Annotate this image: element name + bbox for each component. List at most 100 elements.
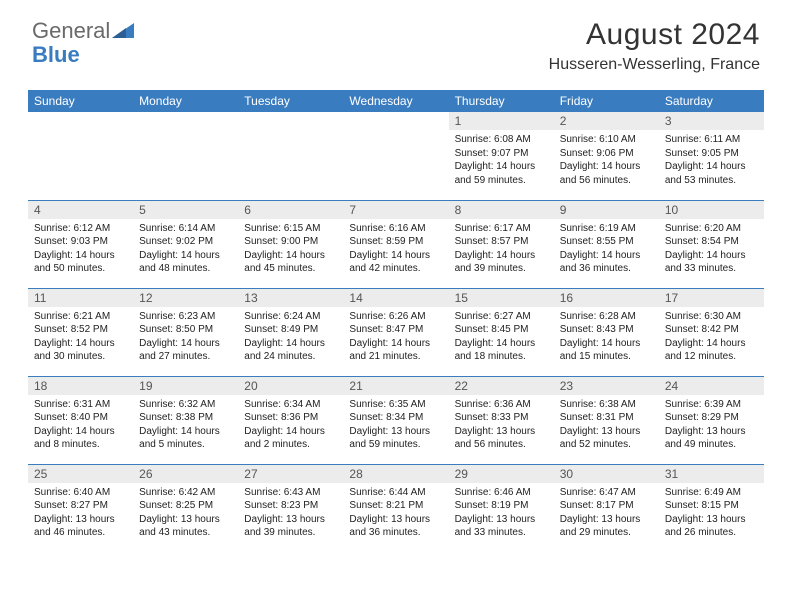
calendar-cell: 5Sunrise: 6:14 AMSunset: 9:02 PMDaylight… — [133, 200, 238, 288]
day-details: Sunrise: 6:35 AMSunset: 8:34 PMDaylight:… — [343, 395, 448, 454]
day-details: Sunrise: 6:08 AMSunset: 9:07 PMDaylight:… — [449, 130, 554, 189]
calendar-row: 4Sunrise: 6:12 AMSunset: 9:03 PMDaylight… — [28, 200, 764, 288]
day-number: 30 — [554, 465, 659, 483]
day-number: 14 — [343, 289, 448, 307]
calendar-cell: 29Sunrise: 6:46 AMSunset: 8:19 PMDayligh… — [449, 464, 554, 552]
day-details: Sunrise: 6:21 AMSunset: 8:52 PMDaylight:… — [28, 307, 133, 366]
calendar-cell: 27Sunrise: 6:43 AMSunset: 8:23 PMDayligh… — [238, 464, 343, 552]
day-number: 2 — [554, 112, 659, 130]
calendar-cell: 11Sunrise: 6:21 AMSunset: 8:52 PMDayligh… — [28, 288, 133, 376]
day-number: 1 — [449, 112, 554, 130]
day-number: 12 — [133, 289, 238, 307]
day-details: Sunrise: 6:27 AMSunset: 8:45 PMDaylight:… — [449, 307, 554, 366]
day-details: Sunrise: 6:14 AMSunset: 9:02 PMDaylight:… — [133, 219, 238, 278]
calendar-cell: 1Sunrise: 6:08 AMSunset: 9:07 PMDaylight… — [449, 112, 554, 200]
day-details: Sunrise: 6:32 AMSunset: 8:38 PMDaylight:… — [133, 395, 238, 454]
day-number: 22 — [449, 377, 554, 395]
day-details: Sunrise: 6:20 AMSunset: 8:54 PMDaylight:… — [659, 219, 764, 278]
day-number: 27 — [238, 465, 343, 483]
calendar-cell — [133, 112, 238, 200]
calendar-cell: 14Sunrise: 6:26 AMSunset: 8:47 PMDayligh… — [343, 288, 448, 376]
day-details: Sunrise: 6:39 AMSunset: 8:29 PMDaylight:… — [659, 395, 764, 454]
calendar-cell: 8Sunrise: 6:17 AMSunset: 8:57 PMDaylight… — [449, 200, 554, 288]
day-number: 19 — [133, 377, 238, 395]
day-number: 24 — [659, 377, 764, 395]
day-number: 29 — [449, 465, 554, 483]
calendar-cell: 12Sunrise: 6:23 AMSunset: 8:50 PMDayligh… — [133, 288, 238, 376]
calendar-cell: 31Sunrise: 6:49 AMSunset: 8:15 PMDayligh… — [659, 464, 764, 552]
day-details: Sunrise: 6:40 AMSunset: 8:27 PMDaylight:… — [28, 483, 133, 542]
weekday-header: Tuesday — [238, 90, 343, 112]
day-number: 18 — [28, 377, 133, 395]
day-details: Sunrise: 6:23 AMSunset: 8:50 PMDaylight:… — [133, 307, 238, 366]
day-details: Sunrise: 6:10 AMSunset: 9:06 PMDaylight:… — [554, 130, 659, 189]
day-number: 5 — [133, 201, 238, 219]
weekday-header: Monday — [133, 90, 238, 112]
day-number: 26 — [133, 465, 238, 483]
calendar-cell: 19Sunrise: 6:32 AMSunset: 8:38 PMDayligh… — [133, 376, 238, 464]
day-details: Sunrise: 6:42 AMSunset: 8:25 PMDaylight:… — [133, 483, 238, 542]
calendar-row: 11Sunrise: 6:21 AMSunset: 8:52 PMDayligh… — [28, 288, 764, 376]
title-block: August 2024 Husseren-Wesserling, France — [549, 18, 760, 74]
weekday-header: Friday — [554, 90, 659, 112]
day-number: 21 — [343, 377, 448, 395]
day-details: Sunrise: 6:30 AMSunset: 8:42 PMDaylight:… — [659, 307, 764, 366]
day-details: Sunrise: 6:16 AMSunset: 8:59 PMDaylight:… — [343, 219, 448, 278]
calendar-cell: 22Sunrise: 6:36 AMSunset: 8:33 PMDayligh… — [449, 376, 554, 464]
calendar-cell — [343, 112, 448, 200]
day-number: 28 — [343, 465, 448, 483]
day-details: Sunrise: 6:11 AMSunset: 9:05 PMDaylight:… — [659, 130, 764, 189]
day-number: 4 — [28, 201, 133, 219]
day-details: Sunrise: 6:34 AMSunset: 8:36 PMDaylight:… — [238, 395, 343, 454]
calendar-cell: 25Sunrise: 6:40 AMSunset: 8:27 PMDayligh… — [28, 464, 133, 552]
calendar-cell: 26Sunrise: 6:42 AMSunset: 8:25 PMDayligh… — [133, 464, 238, 552]
day-details: Sunrise: 6:28 AMSunset: 8:43 PMDaylight:… — [554, 307, 659, 366]
day-number: 9 — [554, 201, 659, 219]
logo-text-1: General — [32, 18, 110, 44]
weekday-header: Saturday — [659, 90, 764, 112]
calendar-cell: 2Sunrise: 6:10 AMSunset: 9:06 PMDaylight… — [554, 112, 659, 200]
calendar-cell: 6Sunrise: 6:15 AMSunset: 9:00 PMDaylight… — [238, 200, 343, 288]
day-number: 10 — [659, 201, 764, 219]
day-number: 6 — [238, 201, 343, 219]
calendar-cell: 30Sunrise: 6:47 AMSunset: 8:17 PMDayligh… — [554, 464, 659, 552]
calendar-cell: 20Sunrise: 6:34 AMSunset: 8:36 PMDayligh… — [238, 376, 343, 464]
header: General August 2024 Husseren-Wesserling,… — [0, 0, 792, 78]
page-title: August 2024 — [549, 18, 760, 52]
calendar-cell: 21Sunrise: 6:35 AMSunset: 8:34 PMDayligh… — [343, 376, 448, 464]
day-details: Sunrise: 6:31 AMSunset: 8:40 PMDaylight:… — [28, 395, 133, 454]
calendar-cell: 13Sunrise: 6:24 AMSunset: 8:49 PMDayligh… — [238, 288, 343, 376]
day-number: 31 — [659, 465, 764, 483]
calendar-cell: 4Sunrise: 6:12 AMSunset: 9:03 PMDaylight… — [28, 200, 133, 288]
calendar-cell: 7Sunrise: 6:16 AMSunset: 8:59 PMDaylight… — [343, 200, 448, 288]
calendar-cell: 23Sunrise: 6:38 AMSunset: 8:31 PMDayligh… — [554, 376, 659, 464]
day-number: 3 — [659, 112, 764, 130]
day-details: Sunrise: 6:38 AMSunset: 8:31 PMDaylight:… — [554, 395, 659, 454]
day-details: Sunrise: 6:19 AMSunset: 8:55 PMDaylight:… — [554, 219, 659, 278]
calendar-cell: 24Sunrise: 6:39 AMSunset: 8:29 PMDayligh… — [659, 376, 764, 464]
calendar-cell: 15Sunrise: 6:27 AMSunset: 8:45 PMDayligh… — [449, 288, 554, 376]
day-details: Sunrise: 6:43 AMSunset: 8:23 PMDaylight:… — [238, 483, 343, 542]
day-details: Sunrise: 6:49 AMSunset: 8:15 PMDaylight:… — [659, 483, 764, 542]
weekday-header: Wednesday — [343, 90, 448, 112]
day-number: 16 — [554, 289, 659, 307]
calendar-cell — [28, 112, 133, 200]
day-number: 20 — [238, 377, 343, 395]
logo: General — [32, 18, 136, 44]
calendar-row: 1Sunrise: 6:08 AMSunset: 9:07 PMDaylight… — [28, 112, 764, 200]
calendar-cell: 9Sunrise: 6:19 AMSunset: 8:55 PMDaylight… — [554, 200, 659, 288]
logo-text-2: Blue — [32, 42, 80, 67]
calendar-cell: 3Sunrise: 6:11 AMSunset: 9:05 PMDaylight… — [659, 112, 764, 200]
day-details: Sunrise: 6:15 AMSunset: 9:00 PMDaylight:… — [238, 219, 343, 278]
day-number: 23 — [554, 377, 659, 395]
day-details: Sunrise: 6:44 AMSunset: 8:21 PMDaylight:… — [343, 483, 448, 542]
day-details: Sunrise: 6:46 AMSunset: 8:19 PMDaylight:… — [449, 483, 554, 542]
day-details: Sunrise: 6:12 AMSunset: 9:03 PMDaylight:… — [28, 219, 133, 278]
day-number: 25 — [28, 465, 133, 483]
day-details: Sunrise: 6:24 AMSunset: 8:49 PMDaylight:… — [238, 307, 343, 366]
day-number: 11 — [28, 289, 133, 307]
day-details: Sunrise: 6:26 AMSunset: 8:47 PMDaylight:… — [343, 307, 448, 366]
day-details: Sunrise: 6:36 AMSunset: 8:33 PMDaylight:… — [449, 395, 554, 454]
day-number: 7 — [343, 201, 448, 219]
location-subtitle: Husseren-Wesserling, France — [549, 56, 760, 74]
